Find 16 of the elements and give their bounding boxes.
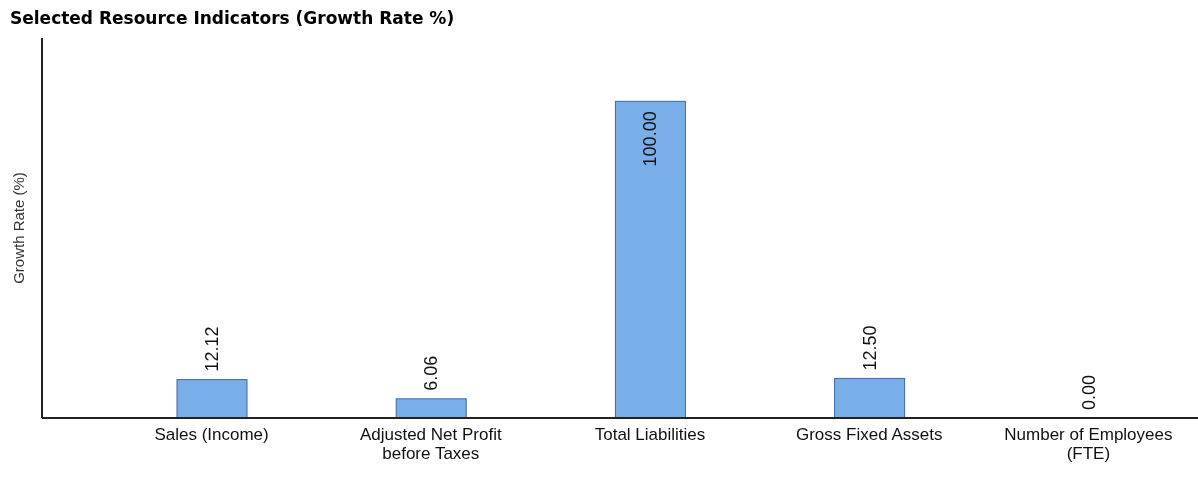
data-label: 0.00 [1078, 374, 1099, 410]
chart-title: Selected Resource Indicators (Growth Rate %) [9, 8, 456, 30]
bar [395, 398, 467, 418]
x-tick-label: Total Liabilities [594, 425, 706, 444]
data-label: 12.50 [859, 325, 880, 371]
y-axis-title: Growth Rate (%) [10, 172, 28, 284]
bar [614, 100, 686, 418]
data-label: 6.06 [421, 355, 442, 391]
x-tick-label: Sales (Income) [154, 425, 269, 444]
x-tick-label: Gross Fixed Assets [795, 425, 943, 444]
bar [834, 377, 906, 418]
x-tick-label: Adjusted Net Profit before Taxes [359, 425, 502, 463]
x-tick-label: Number of Employees (FTE) [1004, 425, 1173, 463]
data-label: 12.12 [202, 326, 222, 372]
data-label: 100.00 [640, 111, 661, 167]
bar [176, 379, 248, 418]
